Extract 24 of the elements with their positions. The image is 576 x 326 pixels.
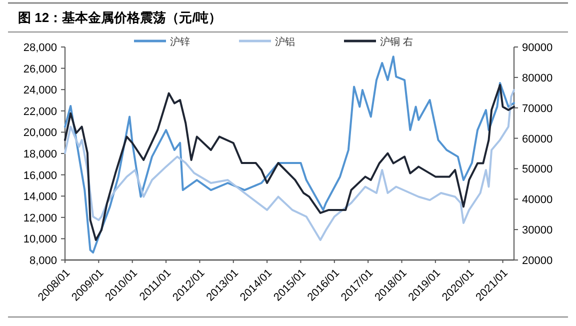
y2-tick-label: 90000 [522, 42, 553, 54]
y2-tick-label: 80000 [522, 72, 553, 84]
y2-tick-label: 20000 [522, 255, 553, 267]
y-tick-label: 16,000 [23, 170, 57, 182]
y-tick-label: 8,000 [29, 255, 57, 267]
y-tick-label: 18,000 [23, 148, 57, 160]
y-tick-label: 22,000 [23, 106, 57, 118]
y-tick-label: 12,000 [23, 212, 57, 224]
legend-label: 沪锌 [170, 36, 190, 48]
y-tick-label: 28,000 [23, 42, 57, 54]
y-tick-label: 20,000 [23, 127, 57, 140]
y-tick-label: 24,000 [23, 84, 57, 97]
y-tick-label: 14,000 [23, 191, 57, 204]
y2-tick-label: 40000 [522, 194, 553, 206]
y2-tick-label: 50000 [522, 164, 553, 176]
y2-tick-label: 30000 [522, 224, 553, 237]
legend-label: 沪铜 右 [380, 36, 413, 48]
y2-tick-label: 60000 [522, 133, 553, 146]
legend-label: 沪铝 [275, 36, 295, 48]
y-tick-label: 26,000 [23, 63, 57, 76]
y-tick-label: 10,000 [23, 234, 57, 246]
y2-tick-label: 70000 [522, 102, 553, 115]
chart-title: 图 12：基本金属价格震荡（元/吨） [18, 10, 222, 25]
line-series [64, 56, 515, 254]
